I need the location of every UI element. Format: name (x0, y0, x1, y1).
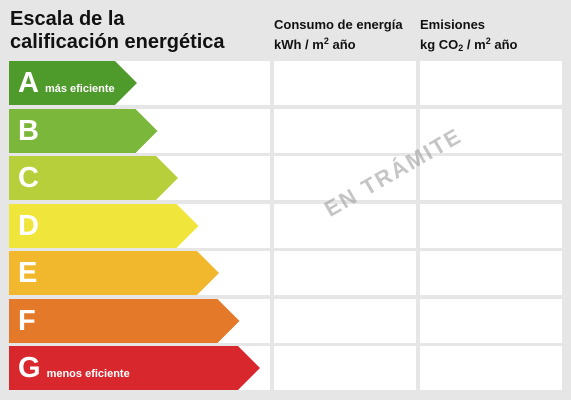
consumption-cell-f (274, 299, 416, 343)
emissions-cell-c (420, 156, 562, 200)
rating-letter: F (18, 305, 36, 337)
consumption-cell-b (274, 109, 416, 153)
rating-letter: G (18, 352, 41, 384)
emissions-unit: kg CO2 / m2 año (420, 36, 518, 53)
rating-letter: C (18, 162, 39, 194)
emissions-cell-d (420, 204, 562, 248)
consumption-cell-d (274, 204, 416, 248)
emissions-cell-g (420, 346, 562, 390)
consumption-cell-e (274, 251, 416, 295)
emissions-cell-f (420, 299, 562, 343)
rating-letter: B (18, 115, 39, 147)
rating-arrow-f: F (9, 299, 240, 343)
rating-arrow-c: C (9, 156, 178, 200)
emissions-cell-b (420, 109, 562, 153)
rating-sublabel: menos eficiente (46, 368, 130, 380)
rating-letter: E (18, 257, 38, 289)
page-title: Escala de la calificación energética (10, 8, 225, 53)
emissions-cell-e (420, 251, 562, 295)
consumption-column-header: Consumo de energía kWh / m2 año (274, 16, 403, 53)
consumption-cell-c (274, 156, 416, 200)
consumption-cell-g (274, 346, 416, 390)
rating-arrow-e: E (9, 251, 219, 295)
consumption-cell-a (274, 61, 416, 105)
emissions-label: Emisiones (420, 17, 486, 32)
rating-arrow-b: B (9, 109, 158, 153)
emissions-cell-a (420, 61, 562, 105)
consumption-unit: kWh / m2 año (274, 36, 356, 52)
consumption-label: Consumo de energía (274, 17, 403, 32)
rating-letter: A (18, 67, 39, 99)
rating-sublabel: más eficiente (44, 83, 115, 95)
rating-arrow-d: D (9, 204, 199, 248)
rating-letter: D (18, 210, 39, 242)
emissions-column-header: Emisiones kg CO2 / m2 año (420, 16, 517, 57)
